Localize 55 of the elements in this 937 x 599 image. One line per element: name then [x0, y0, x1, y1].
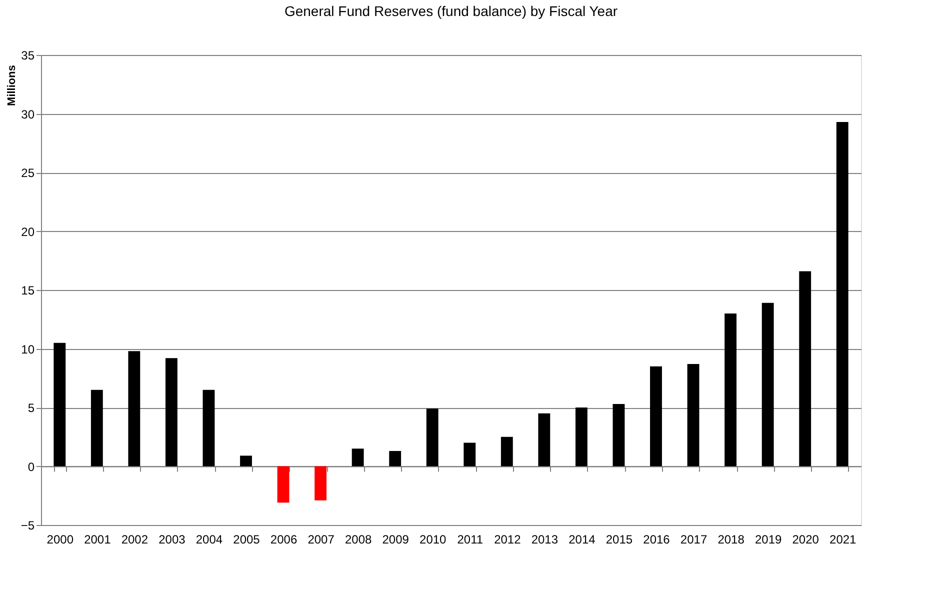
x-tick-label: 2013: [531, 532, 558, 546]
x-tick-label: 2000: [46, 532, 74, 546]
x-tick-label: 2005: [233, 532, 260, 546]
x-tick-label: 2006: [270, 532, 298, 546]
x-tick-label: 2017: [680, 532, 708, 546]
x-tick-label: 2010: [420, 532, 447, 546]
bar: [240, 456, 252, 466]
y-tick-label: 20: [21, 224, 35, 239]
x-tick-label: 2008: [344, 532, 372, 546]
x-tick-label: 2019: [754, 532, 782, 546]
x-tick-label: 2002: [121, 532, 148, 546]
x-tick-label: 2011: [457, 532, 484, 546]
y-tick-label: 10: [21, 342, 35, 356]
x-tick-label: 2009: [382, 532, 410, 546]
bar: [54, 342, 66, 466]
x-tick-label: 2020: [792, 532, 820, 546]
bar: [128, 351, 140, 466]
bar: [575, 408, 588, 466]
y-tick-label: 35: [21, 48, 35, 62]
y-tick-label: 5: [28, 401, 35, 415]
chart-title: General Fund Reserves (fund balance) by Fiscal Year: [284, 3, 618, 19]
x-tick-label: 2016: [643, 532, 670, 546]
bar: [464, 442, 476, 466]
x-tick-label: 2018: [718, 532, 745, 546]
x-tick-label: 2007: [308, 532, 335, 546]
x-tick-label: 2004: [196, 532, 223, 546]
bar: [314, 466, 327, 500]
bar: [687, 364, 700, 466]
y-axis-title: Millions: [6, 65, 18, 106]
x-tick-label: 2003: [158, 532, 186, 546]
x-tick-label: 2015: [606, 532, 633, 546]
x-tick-label: 2014: [568, 532, 596, 546]
bar: [836, 122, 848, 466]
bar: [352, 448, 364, 466]
y-tick-label: 15: [21, 284, 35, 298]
bar: [202, 390, 215, 466]
bar: [650, 366, 662, 466]
bar: [90, 390, 103, 466]
y-tick-label: −5: [20, 518, 35, 532]
y-tick-label: 25: [21, 166, 35, 180]
bar: [500, 436, 513, 466]
bar: [165, 358, 178, 466]
x-tick-label: 2012: [494, 532, 522, 546]
bar: [538, 413, 550, 466]
x-tick-label: 2021: [830, 532, 857, 546]
bar: [426, 408, 438, 466]
bar: [724, 314, 737, 466]
bar: [277, 466, 290, 503]
bar: [389, 450, 402, 466]
y-tick-label: 0: [28, 460, 35, 474]
bar: [612, 404, 625, 466]
x-tick-label: 2001: [84, 532, 112, 546]
bar: [799, 271, 812, 466]
y-tick-label: 30: [21, 107, 35, 122]
bar: [762, 302, 774, 466]
